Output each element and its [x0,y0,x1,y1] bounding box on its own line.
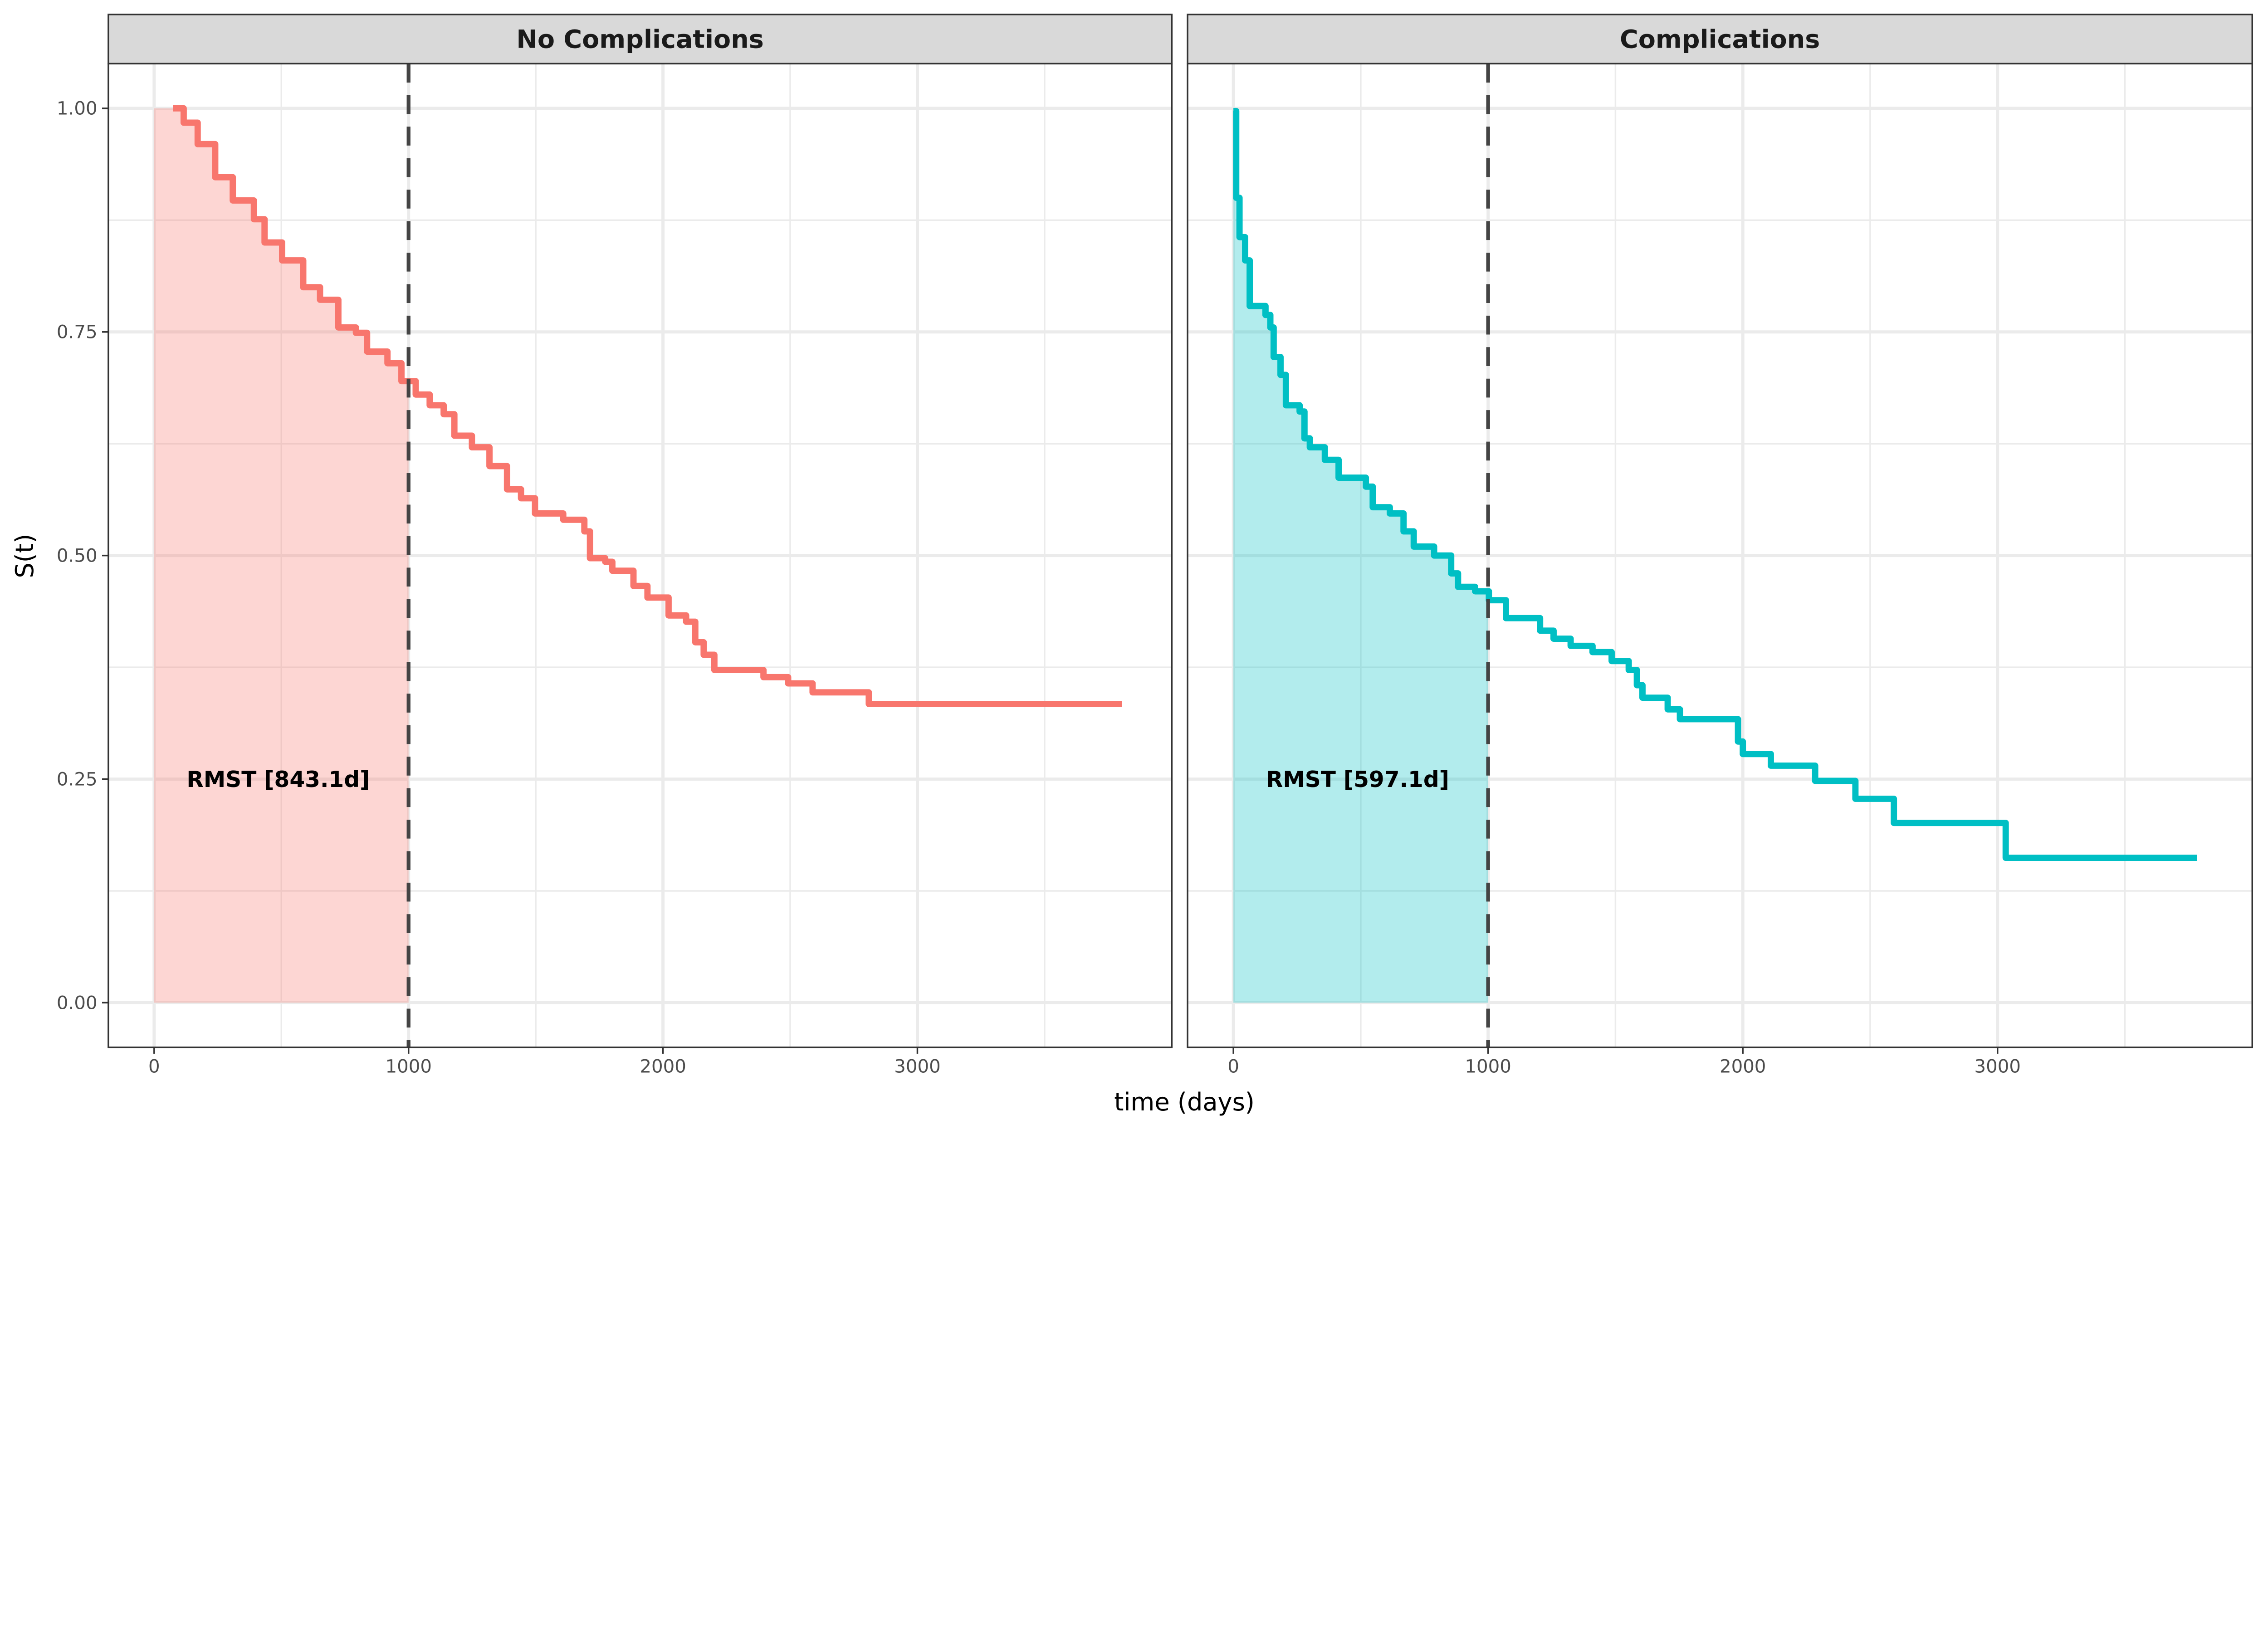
panels: RMST [843.1d] No Complications 0 1000 2000 30… [57,14,2253,1077]
facet-strip [1187,14,2253,65]
x-tick-label: 1000 [1465,1056,1511,1077]
rmst-survival-chart: S(t) time (days) RMST [843.1d] No Complic… [10,14,2253,1116]
facet-strip-title: No Complications [516,25,763,54]
rmst-area [1233,108,1488,1003]
y-tick-label: 0.75 [57,322,98,343]
facet-strip-title: Complications [1620,25,1820,54]
y-axis-title: S(t) [10,534,39,578]
x-tick-label: 1000 [385,1056,431,1077]
x-tick-label: 2000 [1720,1056,1766,1077]
rmst-label: RMST [597.1d] [1266,767,1449,792]
facet-strip [108,14,1173,65]
x-tick-label: 3000 [894,1056,940,1077]
x-tick-label: 2000 [640,1056,686,1077]
panel-1: RMST [597.1d] Complications 0 1000 2000 3000 [1187,14,2253,1077]
rmst-label: RMST [843.1d] [186,767,370,792]
panel-0: RMST [843.1d] No Complications 0 1000 2000 30… [57,14,1173,1077]
survival-curve [1233,108,2197,861]
y-tick-label: 0.00 [57,993,98,1013]
y-tick-label: 0.25 [57,769,98,790]
survival-curve [173,105,1122,707]
y-tick-label: 0.50 [57,546,98,567]
x-axis-title: time (days) [1114,1088,1255,1116]
x-tick-label: 3000 [1974,1056,2020,1077]
x-tick-label: 0 [148,1056,160,1077]
x-tick-label: 0 [1227,1056,1239,1077]
y-tick-label: 1.00 [57,98,98,119]
rmst-area [154,108,409,1003]
